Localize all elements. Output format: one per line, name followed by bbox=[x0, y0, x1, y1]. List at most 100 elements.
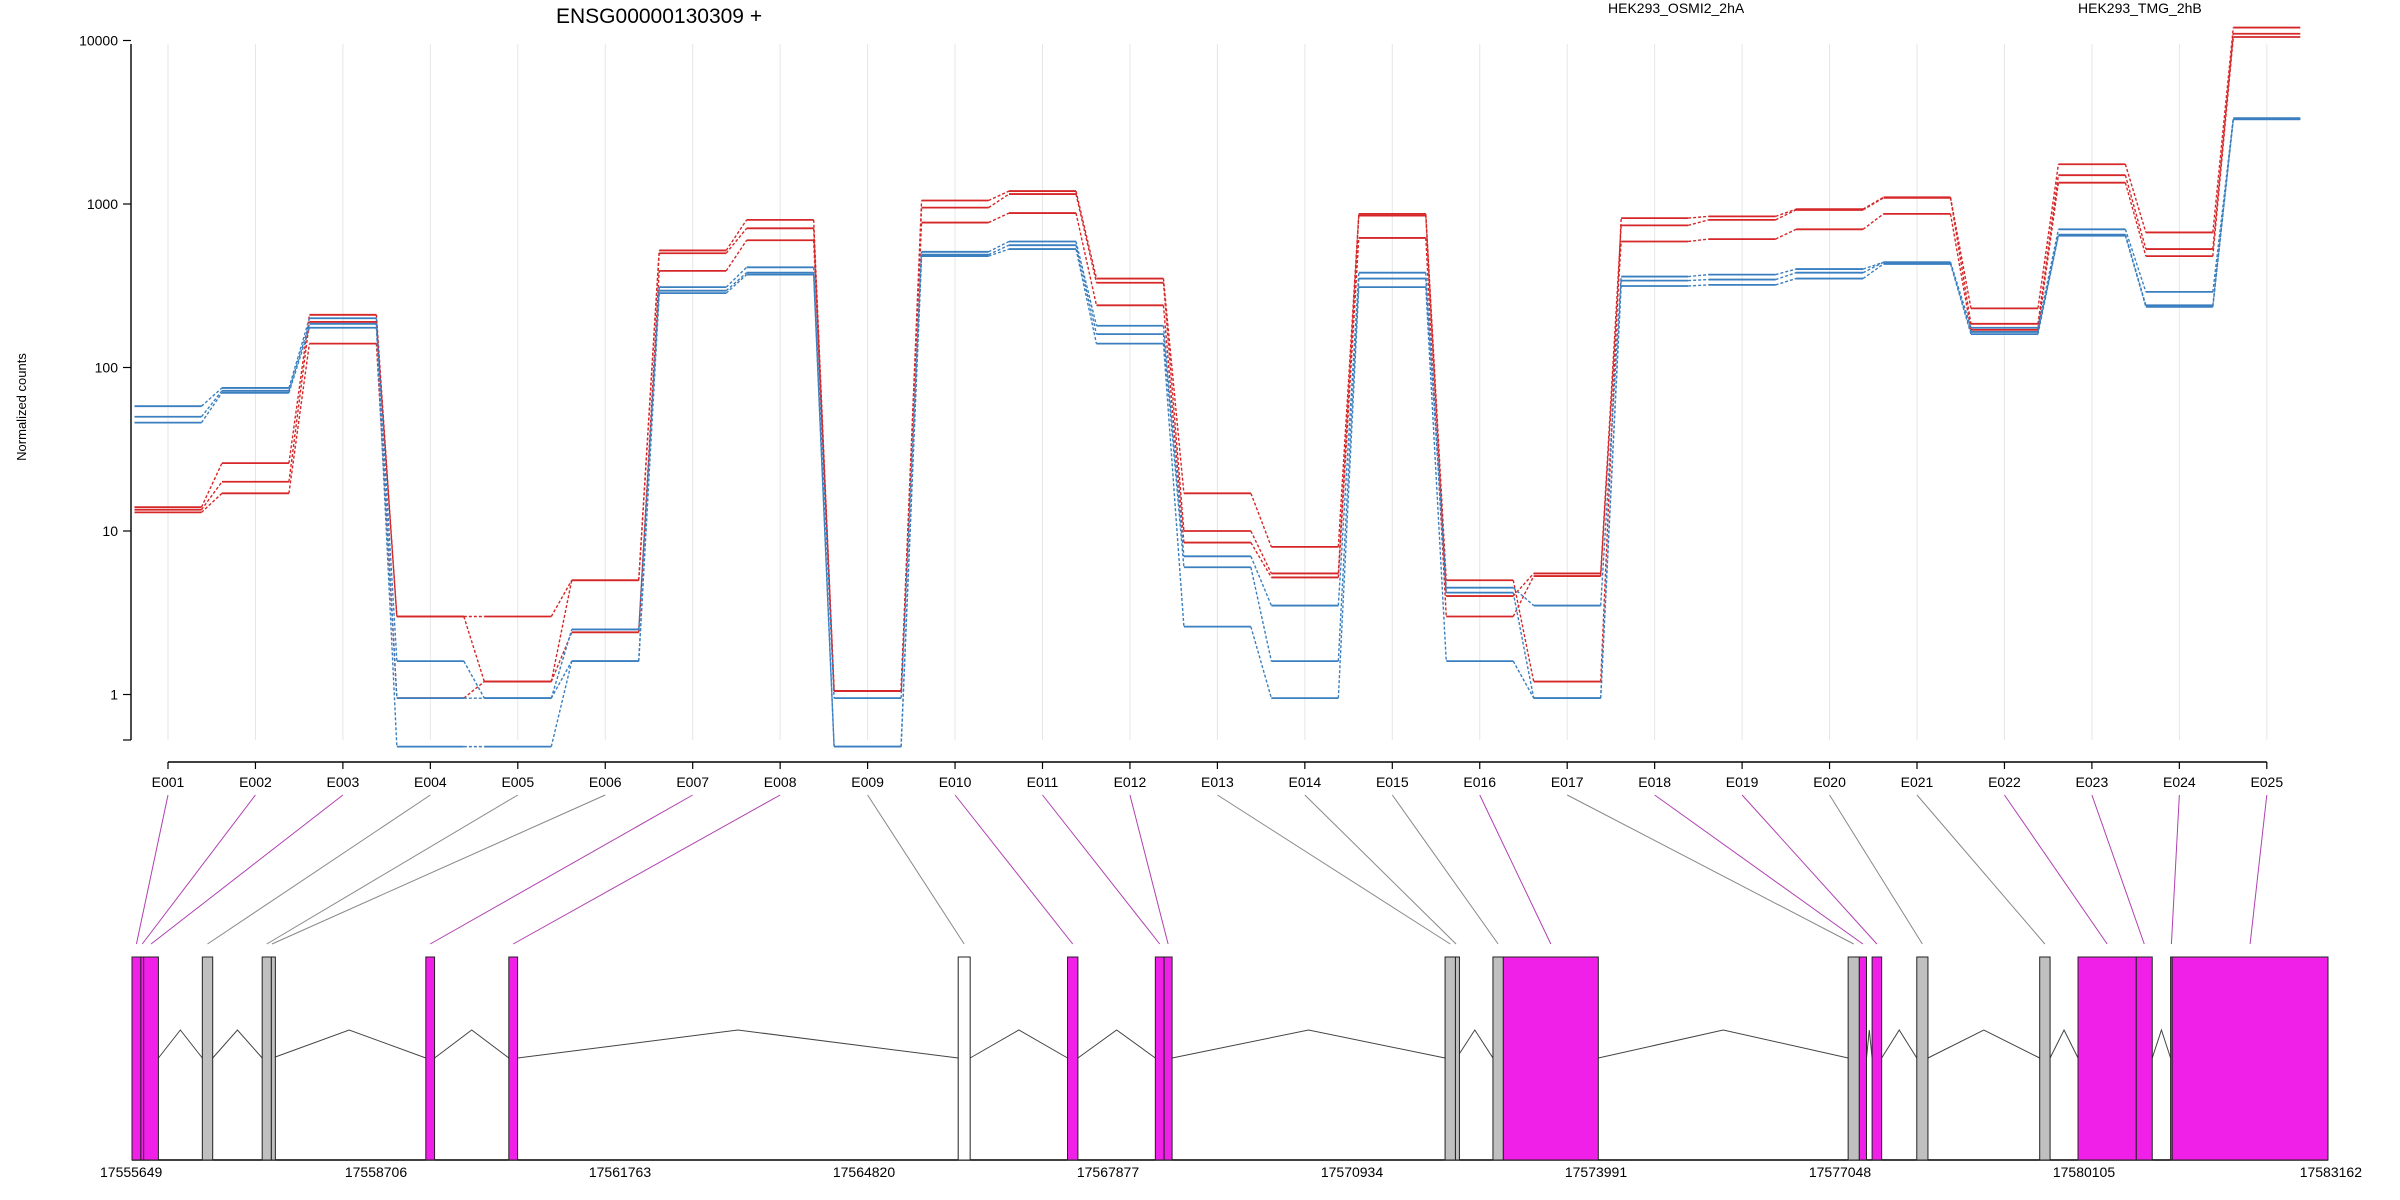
series-connector bbox=[1337, 237, 1360, 578]
x-tick-label: E020 bbox=[1813, 774, 1846, 790]
series-connector bbox=[1425, 213, 1447, 581]
series-connector bbox=[1075, 248, 1098, 344]
series-connector bbox=[200, 390, 223, 418]
intron-line bbox=[158, 1029, 203, 1059]
series-connector bbox=[1250, 542, 1272, 578]
series-connector bbox=[1775, 209, 1797, 221]
exon-connector bbox=[867, 794, 965, 945]
series-connector bbox=[1250, 626, 1273, 699]
y-tick-label: 1000 bbox=[87, 196, 118, 212]
exon-box bbox=[1858, 956, 1867, 1161]
series-connector bbox=[1512, 572, 1535, 597]
series-connector bbox=[288, 323, 311, 392]
exon-connector bbox=[1741, 794, 1878, 945]
exon-box bbox=[261, 956, 272, 1161]
series-connector bbox=[1337, 278, 1360, 662]
series-connector bbox=[725, 272, 748, 292]
series-connector bbox=[1075, 193, 1098, 283]
series-connector bbox=[1075, 245, 1098, 335]
x-tick-label: E013 bbox=[1201, 774, 1234, 790]
series-connector bbox=[200, 392, 223, 424]
intron-line bbox=[1866, 1029, 1873, 1059]
x-tick-label: E003 bbox=[327, 774, 360, 790]
intron-line bbox=[1077, 1029, 1156, 1059]
series-connector bbox=[2212, 27, 2234, 233]
exon-connector bbox=[271, 794, 606, 945]
series-connector bbox=[1775, 268, 1797, 276]
series-connector bbox=[288, 343, 311, 494]
coordinate-tick-label: 17577048 bbox=[1809, 1164, 1872, 1180]
series-connector bbox=[725, 239, 748, 272]
exon-box bbox=[270, 956, 276, 1161]
exon-connector bbox=[2249, 794, 2268, 945]
exon-connector bbox=[1391, 794, 1499, 945]
series-connector bbox=[1775, 208, 1797, 218]
series-connector bbox=[550, 660, 573, 747]
series-connector bbox=[638, 293, 660, 662]
exon-connector bbox=[141, 794, 256, 945]
exon-box bbox=[1454, 956, 1460, 1161]
series-connector bbox=[1250, 530, 1272, 574]
series-connector bbox=[1075, 241, 1098, 326]
series-connector bbox=[2124, 235, 2147, 308]
x-tick-label: E015 bbox=[1376, 774, 1409, 790]
x-tick-label: E004 bbox=[414, 774, 447, 790]
x-tick-label: E001 bbox=[152, 774, 185, 790]
x-tick-label: E009 bbox=[851, 774, 884, 790]
intron-line bbox=[2151, 1028, 2172, 1059]
exon-box bbox=[2171, 956, 2329, 1161]
series-connector bbox=[725, 219, 748, 251]
series-connector bbox=[1688, 238, 1709, 243]
chart-title: ENSG00000130309 + bbox=[556, 5, 762, 28]
exon-connector bbox=[1829, 794, 1923, 945]
series-connector bbox=[550, 579, 573, 617]
x-tick-label: E019 bbox=[1726, 774, 1759, 790]
intron-line bbox=[1171, 1029, 1446, 1059]
series-connector bbox=[375, 327, 398, 747]
intron-line bbox=[1456, 1029, 1494, 1059]
gene-model-track: 17555649 17558706 17561763 17564820 17567877… bbox=[100, 956, 2363, 1180]
series-connector bbox=[1162, 282, 1185, 532]
series-connector bbox=[463, 616, 485, 682]
x-tick-label: E007 bbox=[676, 774, 709, 790]
exon-box bbox=[201, 956, 214, 1161]
series-connector bbox=[200, 462, 223, 508]
exon-connector bbox=[954, 794, 1074, 945]
coordinate-tick-label: 17573991 bbox=[1565, 1164, 1628, 1180]
exon-connector bbox=[1479, 794, 1552, 945]
intron-line bbox=[969, 1029, 1068, 1059]
series-connector bbox=[550, 580, 573, 682]
legend-entry-tmg: HEK293_TMG_2hB bbox=[2078, 0, 2202, 16]
series-connector bbox=[1512, 587, 1535, 607]
series-connector bbox=[1862, 261, 1884, 274]
coordinate-tick-label: 17583162 bbox=[2300, 1164, 2363, 1180]
x-tick-label: E022 bbox=[1988, 774, 2021, 790]
x-tick-label: E005 bbox=[501, 774, 534, 790]
series-connector bbox=[288, 321, 311, 482]
series-connector bbox=[1600, 241, 1622, 577]
series-connector bbox=[1949, 263, 1972, 335]
exon-box bbox=[1492, 956, 1504, 1161]
coordinate-tick-label: 17555649 bbox=[100, 1164, 163, 1180]
series-connector bbox=[2037, 164, 2060, 309]
exon-connector bbox=[266, 794, 519, 945]
coordinate-tick-label: 17561763 bbox=[589, 1164, 652, 1180]
series-6 bbox=[134, 118, 2301, 748]
exon-box bbox=[2077, 956, 2137, 1161]
x-tick-label: E002 bbox=[239, 774, 272, 790]
exon-connector bbox=[429, 794, 693, 945]
coordinate-tick-label: 17570934 bbox=[1321, 1164, 1384, 1180]
exon-connector bbox=[2004, 794, 2108, 945]
series-connector bbox=[638, 253, 660, 581]
x-tick-label: E016 bbox=[1463, 774, 1496, 790]
series-connector bbox=[1162, 305, 1185, 543]
series-connector bbox=[288, 314, 311, 464]
x-tick-label: E024 bbox=[2163, 774, 2196, 790]
exon-box bbox=[1067, 956, 1079, 1161]
exon-connector bbox=[1217, 794, 1451, 945]
x-tick-label: E006 bbox=[589, 774, 622, 790]
x-axis: E001 E002 E003 E004 E005 E006 E007 E008 E009 E010… bbox=[152, 761, 2283, 790]
series-connector bbox=[1425, 278, 1447, 593]
series-connector bbox=[1512, 660, 1535, 699]
y-axis-label: Normalized counts bbox=[14, 353, 29, 461]
